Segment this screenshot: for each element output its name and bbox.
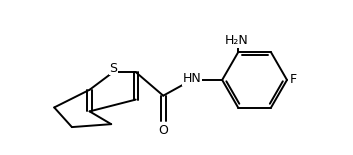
Text: H₂N: H₂N xyxy=(225,34,248,47)
Text: HN: HN xyxy=(183,73,201,85)
Text: O: O xyxy=(158,124,168,137)
Text: F: F xyxy=(290,73,297,86)
Text: S: S xyxy=(109,62,117,75)
